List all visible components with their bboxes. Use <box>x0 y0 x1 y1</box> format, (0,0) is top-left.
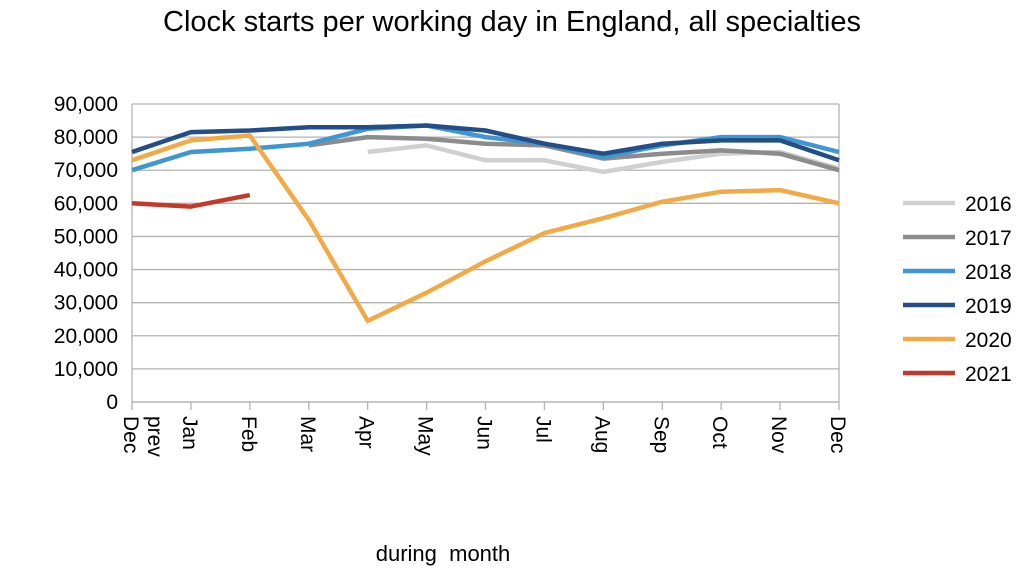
x-tick-label: Dec <box>826 416 849 453</box>
legend-label-2018: 2018 <box>965 261 1012 284</box>
series-line-2019 <box>131 123 840 163</box>
x-tick-label: Jul <box>531 416 554 443</box>
legend-label-2021: 2021 <box>965 363 1012 386</box>
series-lines <box>131 123 840 324</box>
x-tick-label: Nov <box>767 416 790 454</box>
y-tick-label: 0 <box>106 391 118 414</box>
x-tick-label: Jan <box>178 416 201 450</box>
legend: 2016 2017 2018 2019 2020 2021 <box>903 193 1012 386</box>
x-tick-label: Feb <box>237 416 260 452</box>
y-tick-label: 50,000 <box>54 225 118 248</box>
x-tick-label: May <box>414 416 437 456</box>
legend-label-2016: 2016 <box>965 193 1012 216</box>
y-tick-label: 90,000 <box>54 93 118 116</box>
y-tick-label: 70,000 <box>54 159 118 182</box>
x-tick-label: Dec <box>119 416 142 453</box>
x-tick-label: Oct <box>708 416 731 449</box>
chart-title: Clock starts per working day in England,… <box>163 6 861 38</box>
y-tick-labels: 0 10,000 20,000 30,000 40,000 50,000 60,000 70,… <box>54 93 118 414</box>
series-line-2020 <box>131 133 840 324</box>
axes <box>131 104 840 410</box>
x-tick-label: Apr <box>355 416 378 449</box>
legend-label-2020: 2020 <box>965 329 1012 352</box>
x-tick-label: Jun <box>473 416 496 450</box>
legend-label-2017: 2017 <box>965 227 1012 250</box>
y-tick-label: 60,000 <box>54 192 118 215</box>
y-tick-label: 20,000 <box>54 325 118 348</box>
series-line-2021 <box>131 192 251 209</box>
legend-label-2019: 2019 <box>965 295 1012 318</box>
y-tick-label: 40,000 <box>54 259 118 282</box>
x-tick-label: Mar <box>296 416 319 452</box>
y-tick-label: 30,000 <box>54 292 118 315</box>
y-tick-label: 10,000 <box>54 358 118 381</box>
x-tick-labels: Dec prev Jan Feb Mar Apr May Jun Jul Aug Sep Oct Nov… <box>119 416 849 457</box>
x-tick-label: Aug <box>590 416 613 453</box>
series-line-2018 <box>131 123 840 173</box>
x-tick-label: Sep <box>649 416 672 453</box>
x-tick-label: prev <box>143 416 166 457</box>
y-tick-label: 80,000 <box>54 126 118 149</box>
x-axis-label: during month <box>376 541 511 566</box>
